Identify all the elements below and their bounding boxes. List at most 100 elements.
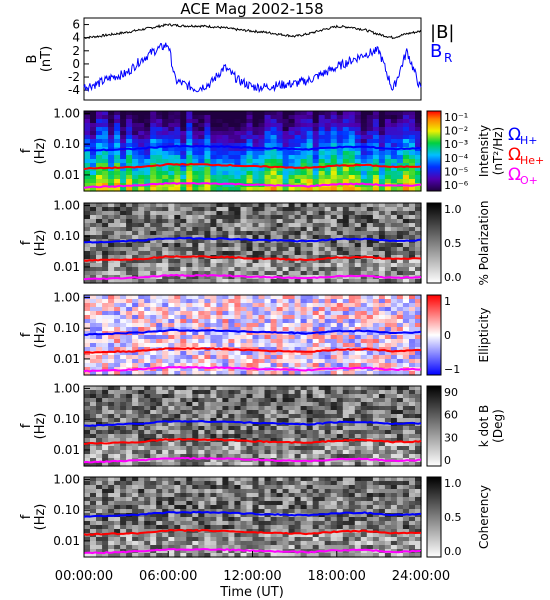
- spectrogram-cell: [282, 295, 290, 300]
- spectrogram-cell: [144, 263, 151, 268]
- spectrogram-cell: [396, 426, 404, 431]
- spectrogram-cell: [372, 267, 380, 272]
- spectrogram-cell: [354, 207, 362, 212]
- spectrogram-cell: [282, 175, 290, 180]
- spectrogram-cell: [396, 311, 404, 316]
- spectrogram-cell: [396, 307, 404, 312]
- spectrogram-cell: [354, 295, 362, 300]
- spectrogram-cell: [228, 239, 235, 244]
- spectrogram-cell: [168, 430, 175, 435]
- spectrogram-cell: [204, 167, 211, 172]
- spectrogram-cell: [138, 541, 145, 546]
- spectrogram-cell: [324, 239, 332, 244]
- spectrogram-cell: [378, 127, 386, 132]
- spectrogram-cell: [240, 143, 248, 148]
- spectrogram-cell: [186, 363, 193, 368]
- spectrogram-cell: [324, 139, 332, 144]
- spectrogram-cell: [144, 319, 151, 324]
- spectrogram-cell: [132, 454, 139, 459]
- spectrogram-cell: [240, 179, 248, 184]
- spectrogram-cell: [409, 386, 416, 391]
- spectrogram-cell: [108, 299, 115, 304]
- spectrogram-cell: [354, 279, 362, 284]
- spectrogram-cell: [348, 367, 356, 372]
- spectrogram-cell: [396, 255, 404, 260]
- spectrogram-cell: [288, 347, 296, 352]
- spectrogram-cell: [409, 119, 416, 124]
- spectrogram-cell: [210, 139, 217, 144]
- spectrogram-cell: [228, 331, 235, 336]
- spectrogram-cell: [396, 295, 404, 300]
- spectrogram-cell: [198, 135, 205, 140]
- spectrogram-cell: [156, 485, 163, 490]
- spectrogram-cell: [198, 327, 205, 332]
- spectrogram-cell: [180, 493, 187, 498]
- spectrogram-cell: [409, 303, 416, 308]
- spectrogram-cell: [108, 223, 115, 228]
- spectrogram-cell: [168, 505, 175, 510]
- spectrogram-cell: [360, 259, 368, 264]
- spectrogram-cell: [312, 231, 320, 236]
- spectrogram-cell: [108, 275, 115, 280]
- spectrogram-cell: [138, 215, 145, 220]
- spectrogram-cell: [138, 410, 145, 415]
- spectrogram-cell: [294, 442, 302, 447]
- spectrogram-cell: [162, 525, 169, 530]
- spectrogram-cell: [132, 553, 139, 558]
- spectrogram-cell: [330, 454, 338, 459]
- spectrogram-cell: [198, 279, 205, 284]
- spectrogram-cell: [96, 477, 103, 482]
- spectrogram-cell: [402, 207, 410, 212]
- spectrogram-cell: [186, 485, 193, 490]
- spectrogram-cell: [132, 227, 139, 232]
- spectrogram-cell: [318, 311, 326, 316]
- spectrogram-cell: [90, 315, 97, 320]
- spectrogram-cell: [150, 545, 157, 550]
- spectrogram-cell: [390, 255, 398, 260]
- spectrogram-cell: [342, 315, 350, 320]
- spectrogram-cell: [378, 235, 386, 240]
- spectrogram-cell: [294, 131, 302, 136]
- spectrogram-cell: [246, 390, 254, 395]
- spectrogram-cell: [102, 477, 109, 482]
- spectrogram-cell: [234, 331, 241, 336]
- spectrogram-cell: [126, 525, 133, 530]
- spectrogram-cell: [384, 462, 392, 467]
- spectrogram-cell: [102, 493, 109, 498]
- spectrogram-cell: [360, 430, 368, 435]
- spectrogram-cell: [114, 497, 121, 502]
- spectrogram-cell: [108, 327, 115, 332]
- spectrogram-cell: [409, 434, 416, 439]
- spectrogram-cell: [348, 331, 356, 336]
- spectrogram-cell: [324, 207, 332, 212]
- spectrogram-cell: [138, 513, 145, 518]
- spectrogram-cell: [390, 159, 398, 164]
- spectrogram-cell: [198, 398, 205, 403]
- spectrogram-cell: [318, 462, 326, 467]
- spectrogram-cell: [324, 327, 332, 332]
- spectrogram-cell: [102, 529, 109, 534]
- spectrogram-cell: [120, 517, 127, 522]
- spectrogram-cell: [240, 159, 248, 164]
- spectrogram-cell: [318, 247, 326, 252]
- spectrogram-cell: [300, 251, 308, 256]
- spectrogram-cell: [114, 477, 121, 482]
- spectrogram-cell: [174, 537, 181, 542]
- spectrogram-cell: [204, 521, 211, 526]
- spectrogram-cell: [186, 151, 193, 156]
- spectrogram-cell: [336, 267, 344, 272]
- spectrogram-cell: [132, 263, 139, 268]
- spectrogram-cell: [132, 307, 139, 312]
- spectrogram-cell: [102, 319, 109, 324]
- spectrogram-cell: [384, 111, 392, 116]
- spectrogram-cell: [288, 251, 296, 256]
- spectrogram-cell: [354, 175, 362, 180]
- spectrogram-cell: [270, 175, 278, 180]
- spectrogram-cell: [240, 295, 248, 300]
- spectrogram-cell: [144, 513, 151, 518]
- spectrogram-cell: [198, 450, 205, 455]
- spectrogram-cell: [312, 163, 320, 168]
- spectrogram-cell: [409, 319, 416, 324]
- spectrogram-cell: [120, 211, 127, 216]
- spectrogram-cell: [384, 115, 392, 120]
